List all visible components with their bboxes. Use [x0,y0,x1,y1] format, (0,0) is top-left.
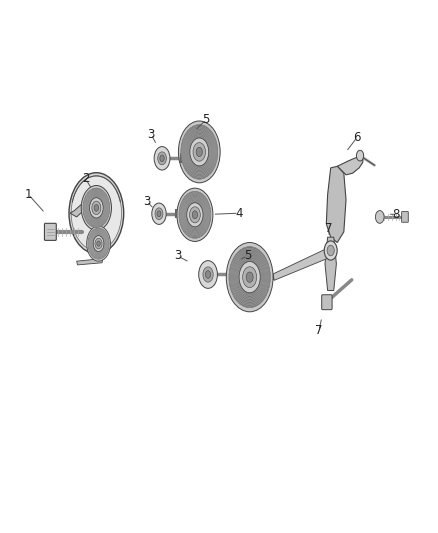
Ellipse shape [375,211,384,223]
Text: 5: 5 [202,114,209,126]
Ellipse shape [192,211,198,219]
Ellipse shape [177,188,213,241]
Ellipse shape [357,150,364,161]
Ellipse shape [155,208,163,220]
Ellipse shape [179,191,211,238]
Ellipse shape [88,228,109,259]
Text: 4: 4 [235,207,243,220]
FancyBboxPatch shape [44,223,57,240]
Ellipse shape [94,205,99,211]
Ellipse shape [92,201,101,215]
Ellipse shape [158,152,166,165]
Ellipse shape [154,147,170,170]
Text: 2: 2 [81,172,89,185]
Ellipse shape [205,271,211,278]
Ellipse shape [226,243,273,312]
Ellipse shape [239,262,260,293]
Ellipse shape [69,173,124,254]
Ellipse shape [193,143,205,161]
Polygon shape [273,245,334,280]
Polygon shape [70,189,101,217]
Ellipse shape [324,241,337,260]
Ellipse shape [203,267,213,282]
Text: 5: 5 [244,249,251,262]
Ellipse shape [81,185,112,230]
Ellipse shape [178,121,220,183]
Ellipse shape [243,266,257,288]
Ellipse shape [187,203,203,227]
Polygon shape [337,152,364,175]
FancyBboxPatch shape [321,295,332,310]
Ellipse shape [83,188,110,228]
Ellipse shape [199,261,217,288]
Polygon shape [326,166,346,243]
Ellipse shape [87,226,110,261]
Ellipse shape [160,155,164,161]
Ellipse shape [152,203,166,224]
Text: 3: 3 [174,249,181,262]
Ellipse shape [93,236,104,252]
Ellipse shape [196,147,202,157]
Text: 8: 8 [393,208,400,221]
Ellipse shape [246,272,253,282]
Ellipse shape [97,241,100,246]
Ellipse shape [71,176,122,251]
Ellipse shape [327,245,334,256]
Text: 6: 6 [353,131,361,144]
Polygon shape [77,259,103,265]
Text: 3: 3 [143,195,150,208]
Text: 1: 1 [25,188,32,201]
FancyBboxPatch shape [402,212,408,222]
Ellipse shape [229,247,270,308]
Ellipse shape [181,125,218,179]
Text: 7: 7 [315,324,323,337]
Polygon shape [325,237,336,290]
Ellipse shape [190,138,208,166]
Text: 7: 7 [325,222,332,235]
Ellipse shape [89,198,103,218]
Text: 3: 3 [148,128,155,141]
Ellipse shape [190,207,200,223]
Ellipse shape [157,211,161,217]
Ellipse shape [95,238,102,249]
